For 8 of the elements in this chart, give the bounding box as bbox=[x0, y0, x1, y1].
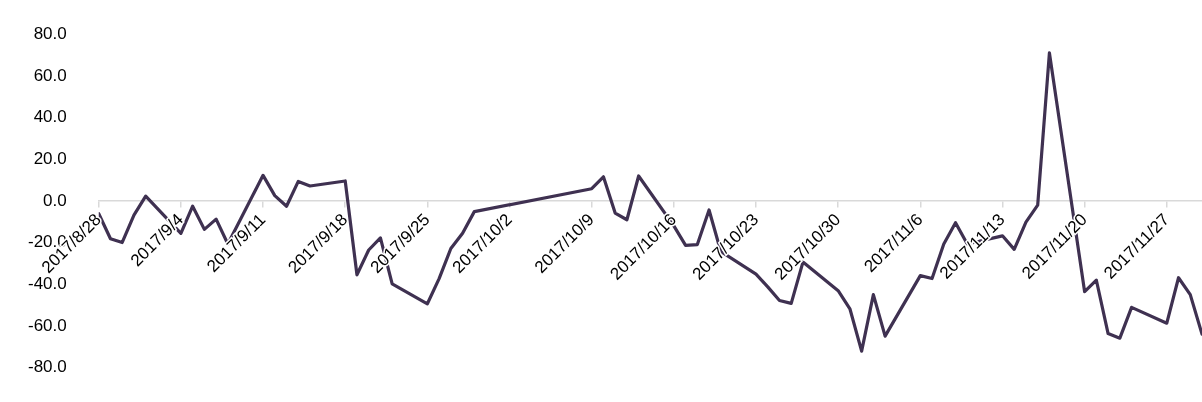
y-tick-label: 80.0 bbox=[33, 23, 67, 43]
y-tick-label: 0.0 bbox=[43, 190, 67, 210]
y-tick-label: 20.0 bbox=[33, 148, 67, 168]
y-tick-label: -80.0 bbox=[28, 357, 67, 377]
y-tick-label: -40.0 bbox=[28, 274, 67, 294]
y-tick-label: -60.0 bbox=[28, 315, 67, 335]
y-tick-label: 60.0 bbox=[33, 65, 67, 85]
y-tick-label: 40.0 bbox=[33, 107, 67, 127]
